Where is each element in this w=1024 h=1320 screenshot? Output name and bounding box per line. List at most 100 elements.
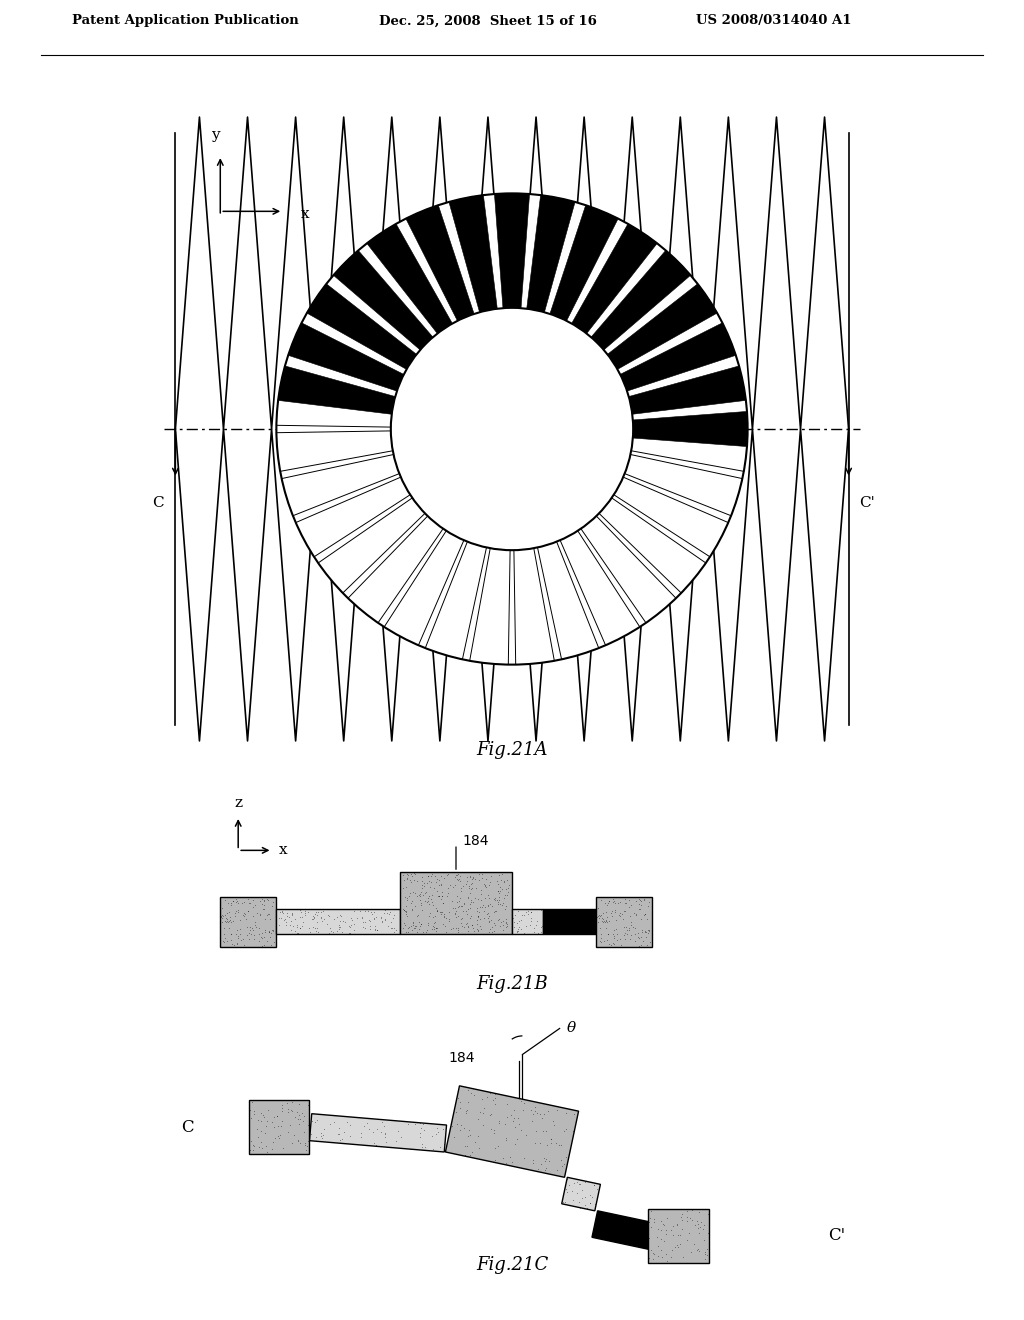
Point	[357, 911, 374, 932]
Point	[412, 1127, 428, 1148]
Point	[430, 886, 446, 907]
Point	[478, 903, 495, 924]
Point	[229, 927, 246, 948]
Point	[639, 908, 655, 929]
Point	[255, 1105, 271, 1126]
Point	[280, 1093, 296, 1114]
Point	[624, 912, 640, 933]
Point	[458, 913, 474, 935]
Point	[300, 1114, 316, 1135]
Point	[511, 1114, 527, 1135]
Point	[452, 1119, 468, 1140]
Point	[698, 1245, 715, 1266]
Point	[254, 928, 270, 949]
Point	[450, 917, 466, 939]
Point	[287, 921, 303, 942]
Point	[272, 908, 289, 929]
Point	[513, 919, 529, 940]
Point	[231, 909, 248, 931]
Point	[596, 912, 612, 933]
Point	[646, 1209, 663, 1230]
Point	[466, 869, 482, 890]
Point	[510, 919, 526, 940]
Point	[669, 1214, 685, 1236]
Point	[561, 1175, 578, 1196]
Point	[312, 908, 329, 929]
Point	[217, 890, 233, 911]
Point	[245, 1134, 261, 1155]
Point	[403, 899, 420, 920]
Point	[270, 1127, 287, 1148]
Point	[417, 890, 433, 911]
Point	[426, 912, 442, 933]
Polygon shape	[449, 195, 498, 313]
Point	[222, 911, 239, 932]
Point	[301, 1098, 317, 1119]
Point	[397, 900, 414, 921]
Point	[216, 904, 232, 925]
Point	[604, 891, 621, 912]
Point	[606, 900, 623, 921]
Point	[699, 1222, 716, 1243]
Point	[216, 917, 232, 939]
Point	[498, 1113, 514, 1134]
Point	[500, 878, 516, 899]
Point	[479, 895, 496, 916]
Point	[388, 1130, 404, 1151]
Point	[308, 911, 325, 932]
Point	[453, 887, 469, 908]
Point	[256, 1106, 272, 1127]
Point	[261, 927, 278, 948]
Point	[269, 1126, 286, 1147]
Point	[357, 900, 374, 921]
Point	[309, 921, 326, 942]
Point	[445, 876, 462, 898]
Point	[292, 1133, 308, 1154]
Point	[406, 870, 422, 891]
Point	[240, 900, 256, 921]
Polygon shape	[550, 205, 618, 321]
Point	[658, 1250, 675, 1271]
Point	[584, 1187, 600, 1208]
Point	[413, 915, 429, 936]
Point	[386, 904, 402, 925]
Point	[643, 1239, 659, 1261]
Point	[452, 871, 468, 892]
Point	[501, 875, 517, 896]
Point	[622, 890, 638, 911]
Point	[641, 921, 657, 942]
Point	[657, 1224, 674, 1245]
Point	[685, 1233, 701, 1254]
Point	[254, 935, 270, 956]
Point	[598, 909, 614, 931]
Polygon shape	[307, 284, 417, 370]
Point	[606, 927, 623, 948]
Point	[284, 904, 300, 925]
Point	[222, 929, 239, 950]
Point	[696, 1241, 713, 1262]
Point	[443, 1115, 460, 1137]
Point	[223, 892, 240, 913]
Point	[568, 1172, 585, 1193]
Point	[461, 876, 477, 898]
Point	[441, 874, 458, 895]
Point	[374, 1111, 390, 1133]
Point	[229, 920, 246, 941]
Point	[526, 1100, 543, 1121]
Point	[332, 916, 348, 937]
Point	[695, 1214, 712, 1236]
Point	[216, 928, 232, 949]
Point	[464, 869, 480, 890]
Point	[582, 1193, 598, 1214]
Point	[507, 904, 523, 925]
Point	[449, 917, 465, 939]
Point	[522, 911, 539, 932]
Point	[424, 863, 440, 884]
Point	[319, 904, 336, 925]
Point	[520, 903, 537, 924]
Point	[640, 1212, 656, 1233]
Point	[479, 1086, 496, 1107]
Point	[435, 907, 452, 928]
Point	[670, 1224, 686, 1245]
Point	[538, 1158, 554, 1179]
